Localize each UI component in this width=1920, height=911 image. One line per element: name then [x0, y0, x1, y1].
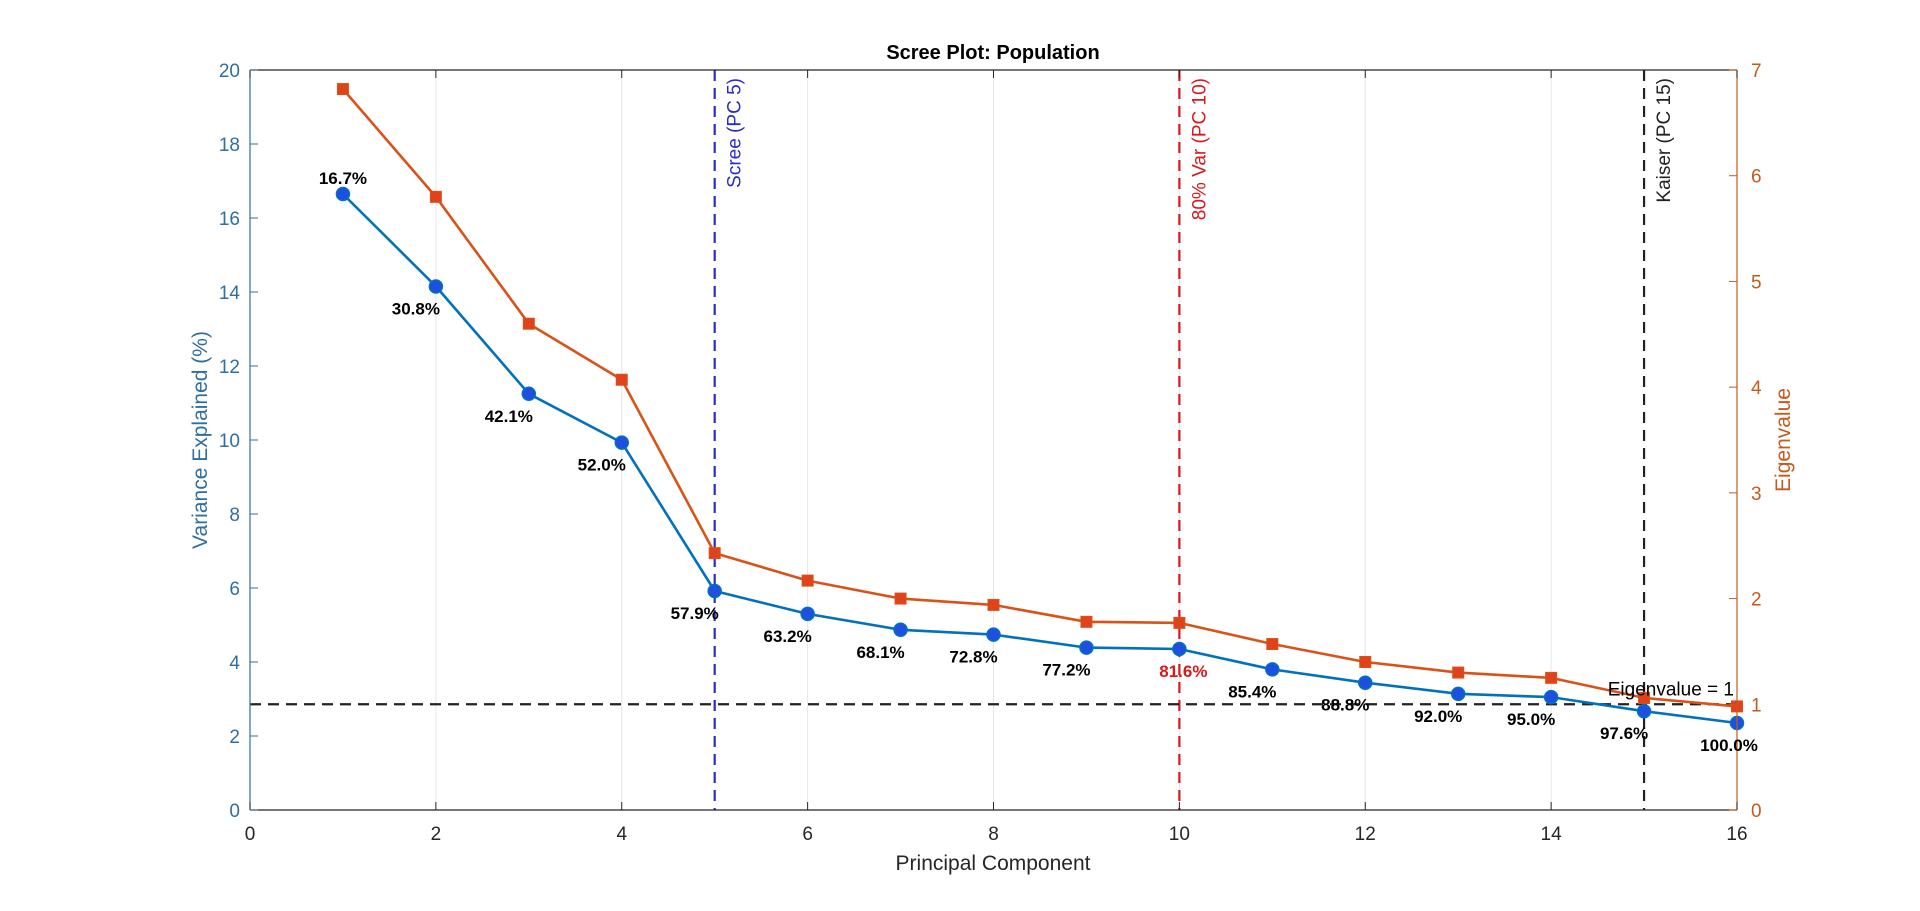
vline-label-pc-10: 80% Var (PC 10): [1189, 78, 1210, 220]
variance-point-pc-11: [1265, 662, 1280, 677]
variance-point-pc-15: [1636, 703, 1652, 719]
y-right-tick-label: 4: [1751, 378, 1762, 399]
variance-point-pc-5: [707, 583, 722, 599]
y-left-tick-label: 18: [219, 135, 240, 156]
eigenvalue-point-pc-14: [1545, 671, 1558, 684]
cumulative-label-pc-5: 57.9%: [671, 604, 719, 623]
variance-point-pc-6: [800, 606, 815, 622]
vline-label-pc-5: Scree (PC 5): [725, 78, 746, 188]
cumulative-label-pc-16: 100.0%: [1700, 736, 1758, 755]
cumulative-label-pc-15: 97.6%: [1600, 724, 1648, 743]
eigenvalue-point-pc-9: [1080, 615, 1093, 628]
eigenvalue-point-pc-1: [336, 83, 349, 96]
variance-point-pc-7: [893, 622, 908, 638]
x-tick-label: 10: [1169, 824, 1190, 845]
x-tick-label: 12: [1355, 824, 1376, 845]
y-left-tick-label: 20: [219, 61, 240, 82]
variance-point-pc-12: [1358, 675, 1373, 690]
cumulative-label-pc-8: 72.8%: [949, 648, 997, 667]
eigenvalue-point-pc-2: [429, 190, 442, 203]
variance-point-pc-14: [1543, 689, 1559, 705]
vline-label-pc-15: Kaiser (PC 15): [1654, 78, 1675, 203]
cumulative-label-pc-2: 30.8%: [392, 299, 440, 318]
variance-point-pc-9: [1079, 640, 1094, 655]
y-axis-left-title: Variance Explained (%): [189, 331, 212, 549]
eigenvalue-point-pc-12: [1359, 656, 1372, 668]
reference-lines: [250, 70, 1737, 810]
y-left-tick-label: 0: [229, 801, 240, 822]
y-right-tick-label: 3: [1751, 484, 1762, 505]
eigenvalue-point-pc-13: [1452, 666, 1465, 679]
series-layer: [335, 83, 1745, 731]
x-tick-label: 8: [988, 824, 999, 845]
eigenvalue-point-pc-6: [801, 574, 814, 587]
y-left-tick-label: 4: [229, 653, 240, 674]
cumulative-label-pc-11: 85.4%: [1228, 682, 1276, 701]
eigenvalue-point-pc-4: [615, 373, 628, 386]
y-left-tick-label: 12: [219, 357, 240, 378]
y-left-tick-label: 2: [229, 727, 240, 748]
y-right-tick-label: 5: [1751, 272, 1762, 293]
y-left-tick-label: 16: [219, 209, 240, 230]
variance-point-pc-8: [986, 627, 1001, 642]
cumulative-label-pc-6: 63.2%: [764, 627, 812, 646]
x-tick-label: 16: [1726, 824, 1747, 845]
x-tick-label: 4: [616, 824, 627, 845]
cumulative-label-pc-12: 88.8%: [1321, 696, 1369, 715]
y-left-tick-label: 14: [219, 283, 241, 304]
cumulative-label-pc-14: 95.0%: [1507, 710, 1555, 729]
variance-point-pc-4: [614, 435, 629, 450]
eigenvalue-point-pc-8: [987, 598, 1000, 611]
eigenvalue-point-pc-15: [1638, 691, 1651, 704]
eigenvalue-point-pc-10: [1173, 616, 1186, 629]
x-tick-label: 14: [1541, 824, 1563, 845]
x-tick-label: 2: [431, 824, 442, 845]
variance-point-pc-3: [521, 386, 537, 401]
variance-point-pc-2: [428, 279, 444, 294]
y-left-tick-label: 6: [229, 579, 240, 600]
y-right-tick-label: 2: [1751, 590, 1762, 611]
y-left-tick-label: 8: [229, 505, 240, 526]
y-right-tick-label: 7: [1751, 61, 1762, 82]
x-axis-title: Principal Component: [896, 852, 1091, 875]
cumulative-label-pc-7: 68.1%: [856, 643, 904, 662]
y-axis-right-title: Eigenvalue: [1772, 388, 1795, 492]
label-layer: Scree (PC 5) 80% Var (PC 10) Kaiser (PC 15…: [319, 78, 1758, 755]
cumulative-label-pc-13: 92.0%: [1414, 707, 1462, 726]
y-right-tick-label: 0: [1751, 801, 1762, 822]
series-line-variance: [341, 193, 1738, 725]
y-left-tick-label: 10: [219, 431, 240, 452]
variance-point-pc-10: [1172, 641, 1187, 657]
hline-label: Eigenvalue = 1: [1608, 679, 1734, 700]
variance-point-pc-1: [335, 186, 351, 202]
cumulative-label-pc-4: 52.0%: [578, 456, 626, 475]
eigenvalue-point-pc-3: [522, 317, 535, 330]
eigenvalue-point-pc-5: [708, 547, 721, 560]
variance-point-pc-13: [1450, 686, 1466, 702]
cumulative-label-pc-3: 42.1%: [485, 407, 533, 426]
eigenvalue-point-pc-7: [894, 592, 907, 605]
x-tick-label: 0: [245, 824, 256, 845]
series-line-eigenvalue: [341, 88, 1738, 708]
y-right-tick-label: 6: [1751, 167, 1762, 188]
cumulative-label-pc-9: 77.2%: [1042, 661, 1090, 680]
cumulative-label-pc-10: 81.6%: [1159, 662, 1207, 681]
eigenvalue-point-pc-11: [1266, 638, 1279, 651]
cumulative-label-pc-1: 16.7%: [319, 169, 367, 188]
chart-title: Scree Plot: Population: [886, 42, 1099, 64]
x-tick-label: 6: [802, 824, 813, 845]
y-right-tick-label: 1: [1751, 695, 1762, 716]
